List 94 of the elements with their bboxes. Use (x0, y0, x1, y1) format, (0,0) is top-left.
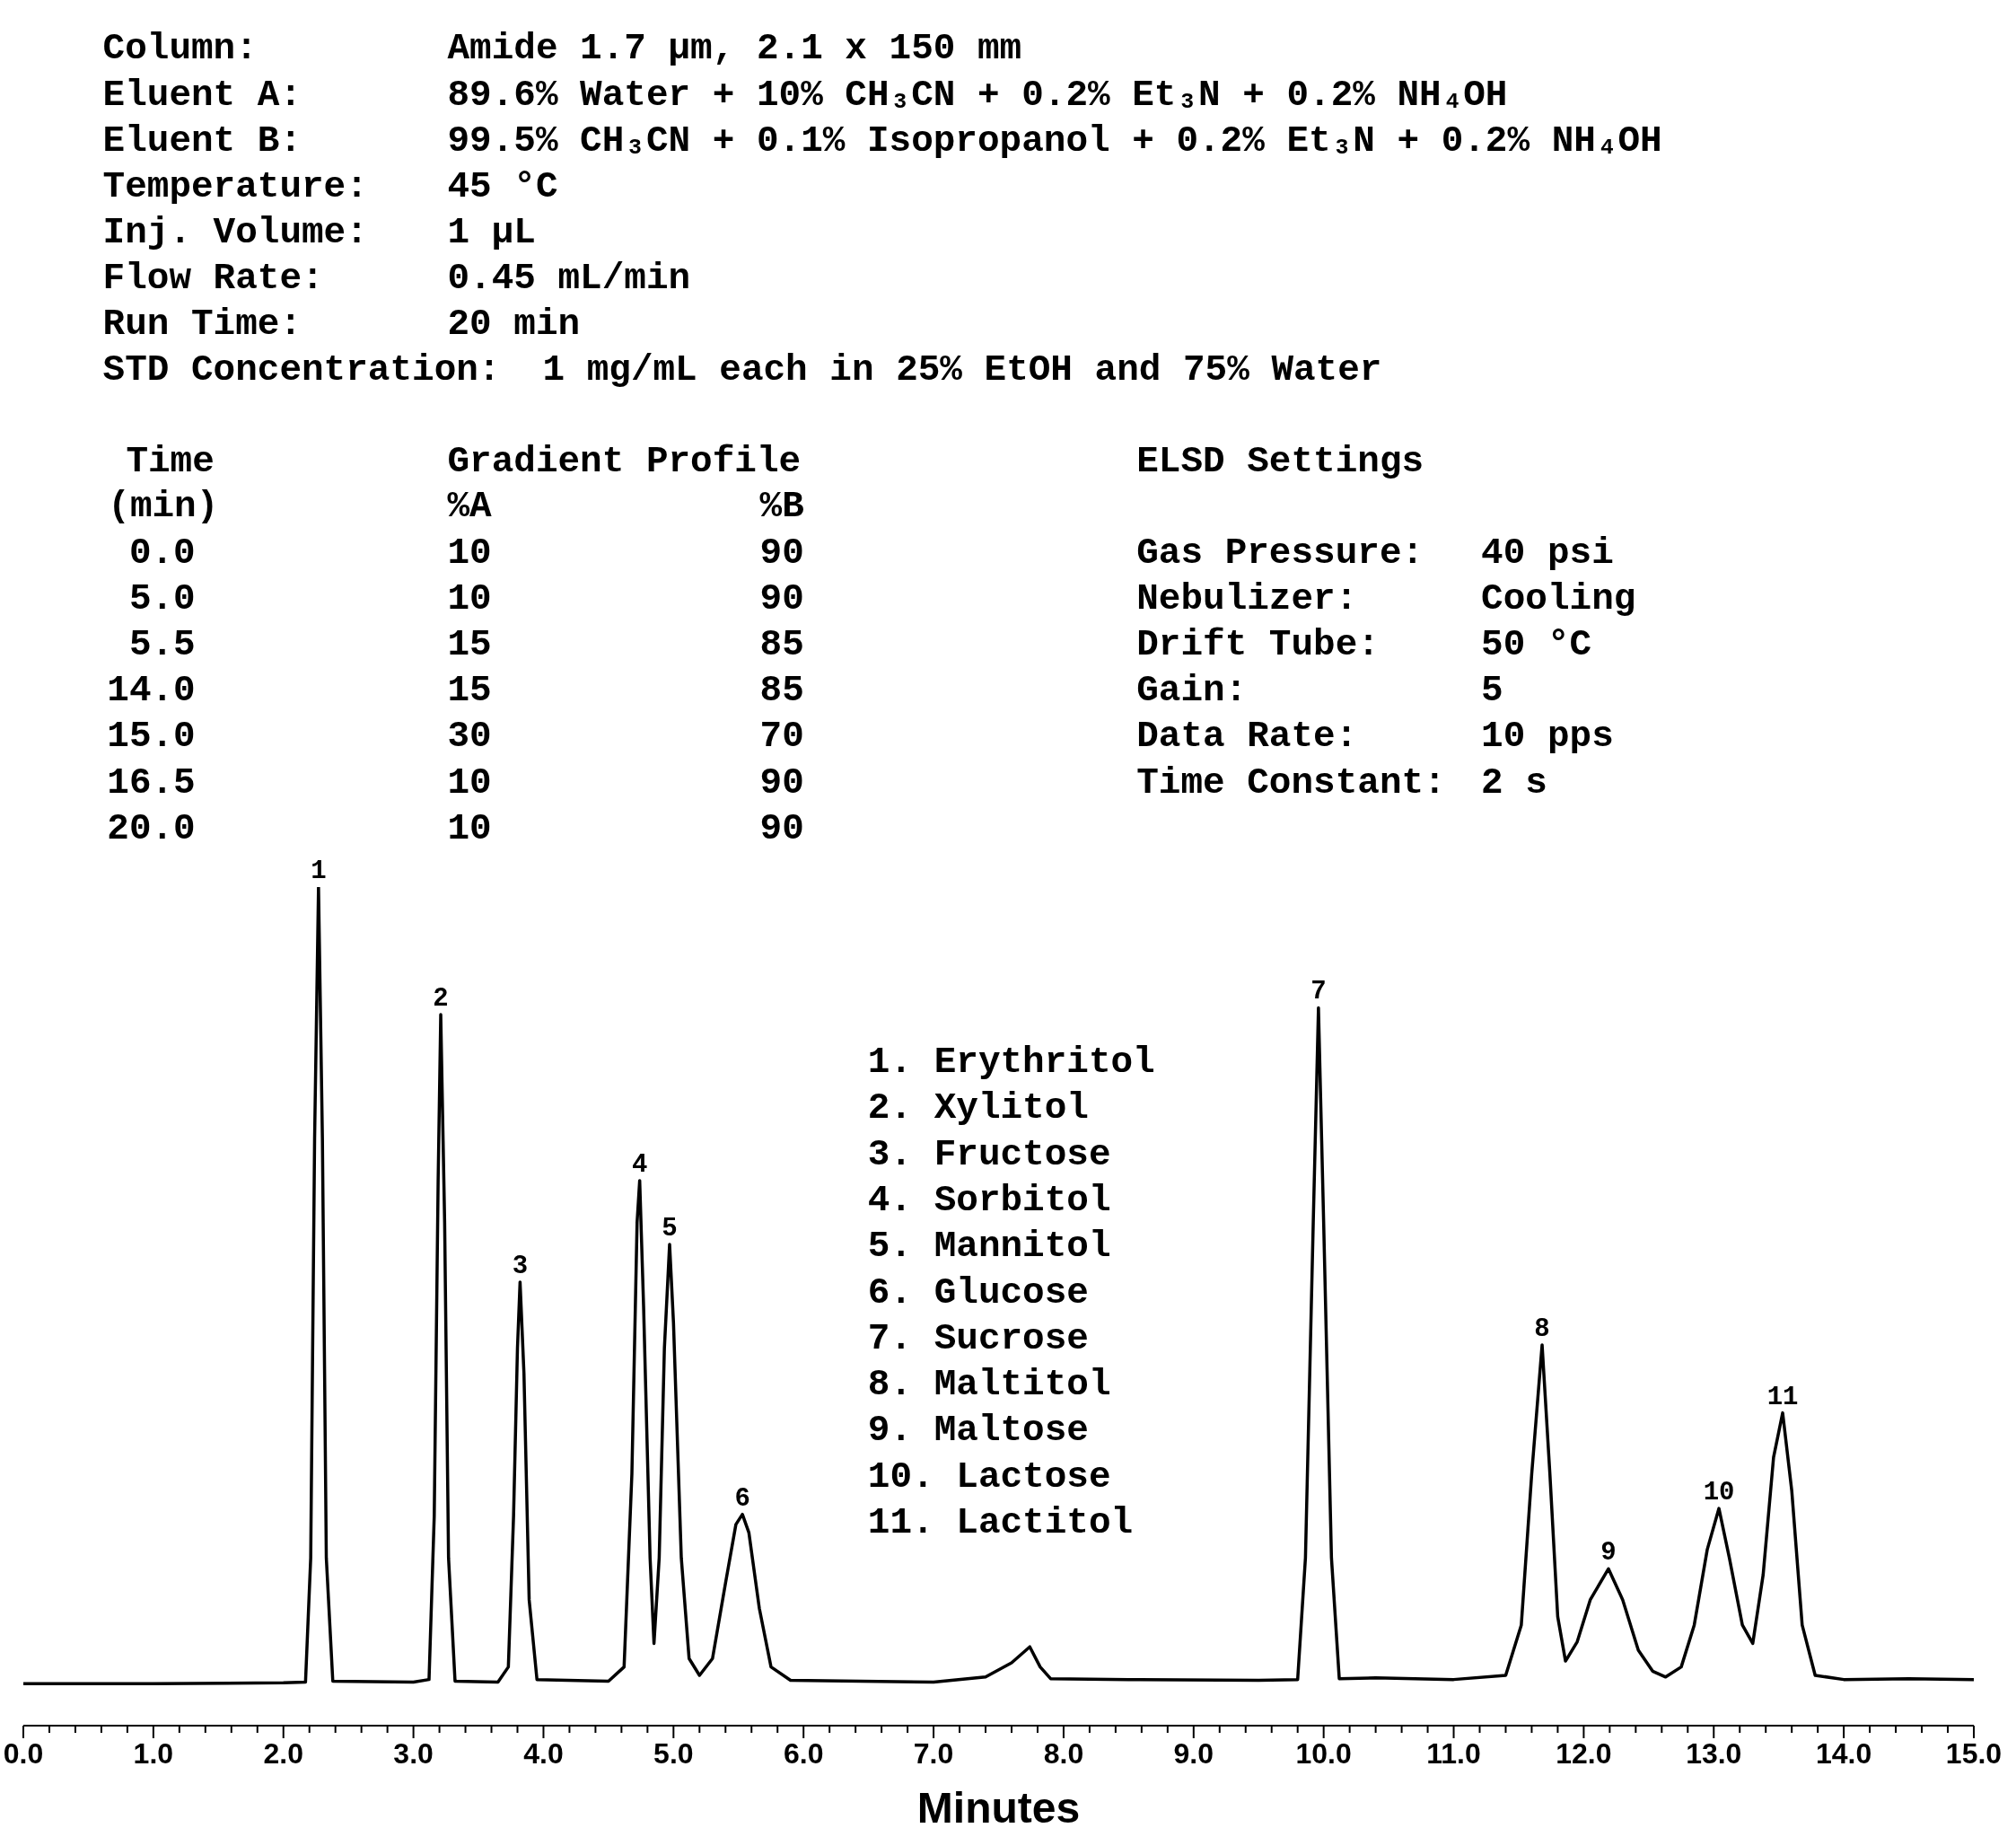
annotation: 11. Lactitol (867, 1501, 1134, 1543)
text: Gradient Profile (447, 440, 802, 482)
text: (min) (108, 485, 219, 527)
x-tick-label: 15.0 (1945, 1737, 2003, 1770)
annotation: 5. Mannitol (867, 1225, 1111, 1267)
text: %A (447, 485, 492, 527)
annotation: 8 (1534, 1314, 1550, 1344)
text: Drift Tube: (1136, 623, 1380, 665)
annotation: 6 (734, 1483, 750, 1514)
text: 5 (1481, 669, 1503, 711)
text: 99.5% CH₃CN + 0.1% Isopropanol + 0.2% Et₃N + 0.2% NH₄OH (447, 119, 1662, 162)
text: 45 °C (447, 165, 558, 207)
text: 10 (447, 807, 492, 849)
text: STD Concentration: (102, 348, 501, 391)
text: 50 °C (1481, 623, 1592, 665)
annotation: 8. Maltitol (867, 1363, 1111, 1405)
text: 85 (759, 669, 804, 711)
text: 14.0 (107, 669, 196, 711)
x-tick-label: 4.0 (523, 1737, 564, 1770)
x-tick-label: 8.0 (1043, 1737, 1084, 1770)
x-tick-label: 6.0 (783, 1737, 824, 1770)
x-tick-label: 5.0 (653, 1737, 694, 1770)
text: 20.0 (107, 807, 196, 849)
x-tick-label: 10.0 (1295, 1737, 1352, 1770)
annotation: 3. Fructose (867, 1133, 1111, 1175)
annotation: 4 (631, 1149, 648, 1180)
annotation: 4. Sorbitol (867, 1179, 1111, 1221)
annotation: 2 (433, 983, 449, 1014)
text: 85 (759, 623, 804, 665)
text: 40 psi (1481, 532, 1614, 574)
text: 0.0 (128, 532, 196, 574)
text: Flow Rate: (102, 257, 324, 299)
annotation: 1 (311, 857, 327, 886)
text: 15 (447, 669, 492, 711)
x-axis-title: Minutes (916, 1784, 1081, 1828)
annotation: 1. Erythritol (867, 1041, 1155, 1083)
annotation: 11 (1766, 1382, 1799, 1412)
text: 0.45 mL/min (447, 257, 691, 299)
annotation: 10. Lactose (867, 1455, 1111, 1498)
text: 70 (759, 715, 804, 757)
text: 10 (447, 761, 492, 804)
text: Time (126, 440, 215, 482)
text: 15.0 (107, 715, 196, 757)
x-tick-label: 12.0 (1556, 1737, 1612, 1770)
text: 90 (759, 577, 804, 620)
text: 10 (447, 532, 492, 574)
annotation: 10 (1703, 1478, 1735, 1508)
annotation: 3 (512, 1251, 529, 1281)
x-tick-label: 14.0 (1815, 1737, 1872, 1770)
text: 1 µL (447, 211, 536, 253)
text: Amide 1.7 µm, 2.1 x 150 mm (447, 27, 1022, 69)
text: 90 (759, 807, 804, 849)
x-tick-label: 9.0 (1173, 1737, 1214, 1770)
text: ELSD Settings (1136, 440, 1424, 482)
text: Nebulizer: (1136, 577, 1358, 620)
text: 15 (447, 623, 492, 665)
x-tick-label: 1.0 (133, 1737, 174, 1770)
text: 5.0 (128, 577, 196, 620)
text: 30 (447, 715, 492, 757)
x-tick-label: 0.0 (3, 1737, 44, 1770)
text: 10 pps (1481, 715, 1614, 757)
text: Run Time: (102, 303, 302, 345)
text: 1 mg/mL each in 25% EtOH and 75% Water (542, 348, 1382, 391)
x-tick-label: 13.0 (1686, 1737, 1742, 1770)
text: 20 min (447, 303, 581, 345)
text: Time Constant: (1136, 761, 1446, 804)
annotation: 9 (1600, 1538, 1617, 1569)
x-tick-label: 2.0 (263, 1737, 303, 1770)
text: Gas Pressure: (1136, 532, 1424, 574)
x-tick-label: 11.0 (1426, 1737, 1481, 1770)
text: Data Rate: (1136, 715, 1358, 757)
text: Eluent A: (102, 74, 302, 116)
text: Temperature: (102, 165, 368, 207)
text: 2 s (1481, 761, 1547, 804)
x-tick-label: 7.0 (913, 1737, 954, 1770)
annotation: 6. Glucose (867, 1271, 1089, 1314)
text: Inj. Volume: (102, 211, 368, 253)
annotation: 7 (1310, 977, 1327, 1007)
text: 90 (759, 761, 804, 804)
text: 16.5 (107, 761, 196, 804)
text: 10 (447, 577, 492, 620)
annotation: 2. Xylitol (867, 1086, 1089, 1129)
text: 89.6% Water + 10% CH₃CN + 0.2% Et₃N + 0.2% NH₄OH (447, 74, 1508, 116)
annotation: 5 (662, 1213, 678, 1244)
text: %B (759, 485, 804, 527)
annotation: 7. Sucrose (867, 1317, 1089, 1359)
text: Gain: (1136, 669, 1248, 711)
text: Eluent B: (102, 119, 302, 162)
text: Cooling (1481, 577, 1636, 620)
annotation: 9. Maltose (867, 1409, 1089, 1451)
x-tick-label: 3.0 (393, 1737, 434, 1770)
text: Column: (102, 27, 258, 69)
text: 90 (759, 532, 804, 574)
text: 5.5 (128, 623, 196, 665)
